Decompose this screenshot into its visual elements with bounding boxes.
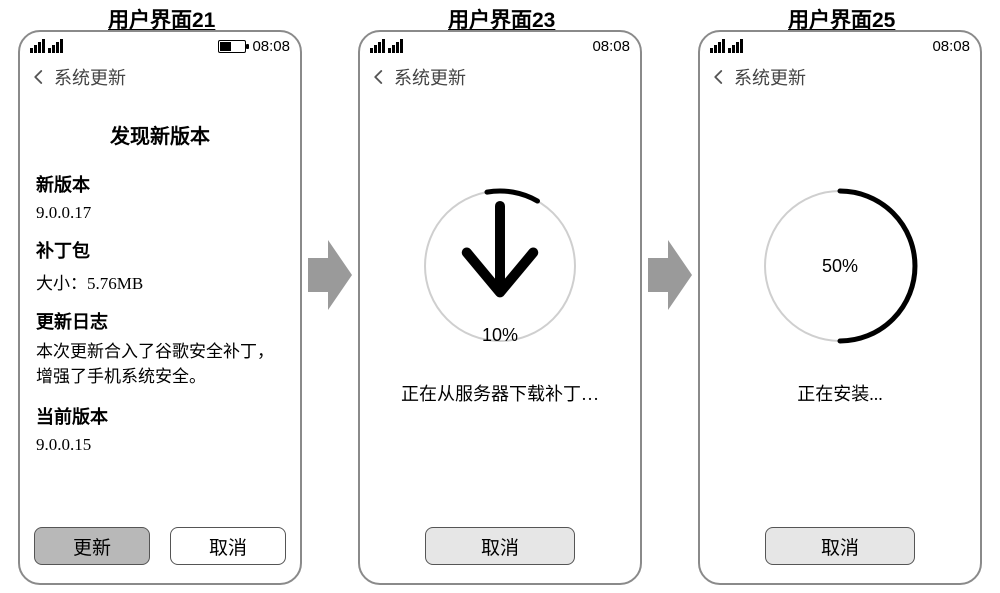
label-new-version: 新版本 bbox=[36, 171, 284, 197]
cancel-button[interactable]: 取消 bbox=[425, 527, 575, 565]
status-bar: 08:08 bbox=[360, 32, 640, 60]
label-changelog: 更新日志 bbox=[36, 308, 284, 334]
cancel-button[interactable]: 取消 bbox=[170, 527, 286, 565]
progress-circle: 50% bbox=[760, 186, 920, 346]
value-current-version: 9.0.0.15 bbox=[36, 435, 284, 455]
button-row: 更新 取消 bbox=[20, 527, 300, 565]
value-changelog: 本次更新合入了谷歌安全补丁，增强了手机系统安全。 bbox=[36, 340, 284, 389]
download-icon bbox=[420, 186, 580, 319]
nav-title: 系统更新 bbox=[394, 64, 466, 90]
signal-icon bbox=[710, 39, 743, 53]
detail-content: 发现新版本 新版本 9.0.0.17 补丁包 大小：5.76MB 更新日志 本次… bbox=[20, 96, 300, 455]
status-bar: 08:08 bbox=[700, 32, 980, 60]
status-text: 正在安装... bbox=[797, 380, 883, 406]
progress-area: 50% 正在安装... bbox=[700, 186, 980, 406]
diagram-canvas: 用户界面21 用户界面23 用户界面25 08:08 系统更新 发现新版本 新版… bbox=[0, 0, 1000, 593]
label-patch: 补丁包 bbox=[36, 237, 284, 263]
page-title: 发现新版本 bbox=[36, 120, 284, 149]
clock: 08:08 bbox=[252, 38, 290, 55]
phone-frame-21: 08:08 系统更新 发现新版本 新版本 9.0.0.17 补丁包 大小：5.7… bbox=[18, 30, 302, 585]
progress-area: 10% 正在从服务器下载补丁… bbox=[360, 186, 640, 406]
progress-percent: 10% bbox=[482, 325, 518, 346]
signal-icon bbox=[370, 39, 403, 53]
status-bar: 08:08 bbox=[20, 32, 300, 60]
back-icon[interactable] bbox=[30, 68, 48, 86]
flow-arrow-icon bbox=[648, 240, 692, 310]
cancel-button[interactable]: 取消 bbox=[765, 527, 915, 565]
progress-percent: 50% bbox=[822, 256, 858, 277]
clock: 08:08 bbox=[932, 38, 970, 55]
button-row: 取消 bbox=[360, 527, 640, 565]
battery-icon bbox=[218, 40, 246, 53]
signal-icon bbox=[30, 39, 63, 53]
nav-bar: 系统更新 bbox=[700, 60, 980, 96]
nav-bar: 系统更新 bbox=[20, 60, 300, 96]
nav-title: 系统更新 bbox=[54, 64, 126, 90]
phone-frame-25: 08:08 系统更新 50% 正在安装... 取消 bbox=[698, 30, 982, 585]
clock: 08:08 bbox=[592, 38, 630, 55]
back-icon[interactable] bbox=[710, 68, 728, 86]
flow-arrow-icon bbox=[308, 240, 352, 310]
value-new-version: 9.0.0.17 bbox=[36, 203, 284, 223]
nav-bar: 系统更新 bbox=[360, 60, 640, 96]
status-text: 正在从服务器下载补丁… bbox=[401, 380, 599, 406]
update-button[interactable]: 更新 bbox=[34, 527, 150, 565]
back-icon[interactable] bbox=[370, 68, 388, 86]
button-row: 取消 bbox=[700, 527, 980, 565]
value-patch: 大小：5.76MB bbox=[36, 269, 284, 294]
label-current-version: 当前版本 bbox=[36, 403, 284, 429]
nav-title: 系统更新 bbox=[734, 64, 806, 90]
phone-frame-23: 08:08 系统更新 10% 正在从服务器下载补丁… bbox=[358, 30, 642, 585]
progress-circle: 10% bbox=[420, 186, 580, 346]
